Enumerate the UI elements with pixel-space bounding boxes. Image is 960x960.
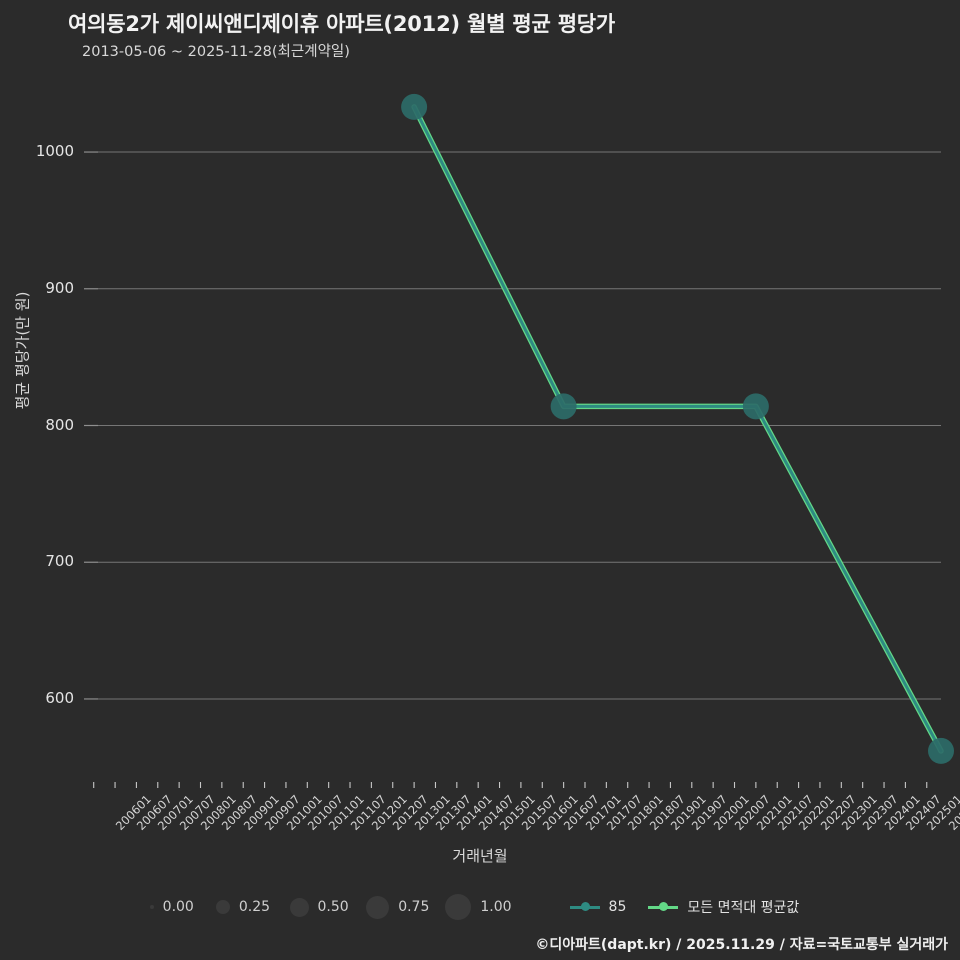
size-legend-item: 0.50 [286,897,365,917]
data-point-marker[interactable] [928,737,954,764]
size-legend-item: 1.00 [445,894,527,920]
size-legend-dot [149,905,154,909]
data-point-marker[interactable] [401,93,428,120]
series-legend-label: 85 [608,899,627,915]
size-legend-label: 1.00 [480,899,512,915]
y-tick-label: 800 [45,415,74,434]
size-legend-item: 0.25 [210,899,286,915]
y-tick-label: 600 [45,688,74,707]
series-line-average [411,104,944,754]
size-legend-item: 0.75 [365,895,446,919]
series-legend-item[interactable]: 85 [569,899,627,915]
chart-legend: 0.00 0.25 0.50 0.75 1.00 85 모든 면적대 평균값 [0,890,960,924]
size-legend-item: 0.00 [139,899,210,915]
size-legend-label: 0.75 [398,899,430,915]
series-legend-item[interactable]: 모든 면적대 평균값 [648,897,799,917]
data-point-marker[interactable] [742,393,769,420]
size-legend-dot [215,900,230,914]
y-tick-label: 700 [45,552,74,571]
series-legend-label: 모든 면적대 평균값 [687,900,800,916]
series-legend: 85 모든 면적대 평균값 [569,897,822,917]
size-legend-label: 0.25 [238,899,271,915]
size-legend-label: 0.50 [317,899,349,915]
size-legend-dot [366,895,390,919]
data-point-marker[interactable] [550,393,577,420]
size-legend: 0.00 0.25 0.50 0.75 1.00 [139,894,528,920]
page-title: 여의동2가 제이씨앤디제이휴 아파트(2012) 월별 평균 평당가 [68,12,616,36]
footer-credit: ©디아파트(dapt.kr) / 2025.11.29 / 자료=국토교통부 실… [535,937,948,953]
size-legend-label: 0.00 [162,899,194,915]
series-legend-swatch [569,900,600,914]
size-legend-dot [289,897,309,917]
size-legend-dot [445,894,472,920]
y-tick-label: 900 [45,278,74,297]
series-legend-swatch [648,900,679,914]
chart-subtitle: 2013-05-06 ~ 2025-11-28(최근계약일) [82,44,350,60]
y-tick-label: 1000 [35,142,74,161]
x-axis-label: 거래년월 [452,847,508,865]
series-line-85 [412,105,943,753]
